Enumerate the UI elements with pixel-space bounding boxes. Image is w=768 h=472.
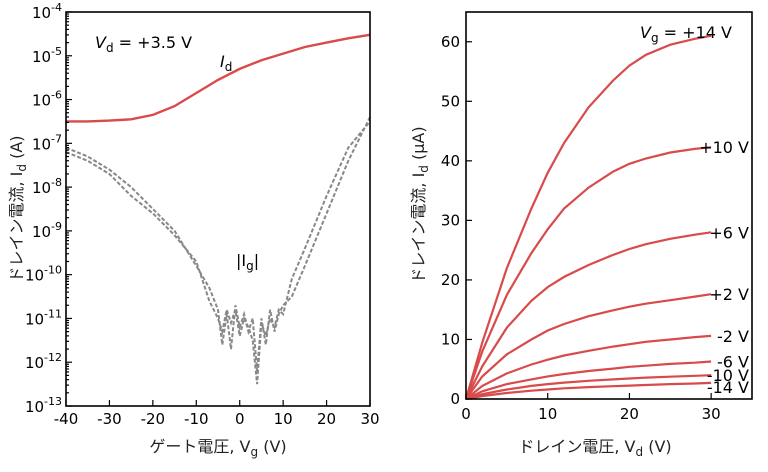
right-x-tick-label: 0 (461, 405, 471, 423)
right-chart-output-curve: 0 10 20 30 0 10 20 30 40 50 60 +10 V +6 V +2 V -2 V -6… (409, 11, 753, 459)
right-curve-label: -2 V (717, 327, 749, 346)
right-x-tick-label: 20 (620, 405, 639, 423)
left-y-tick-label: 10-9 (32, 220, 62, 241)
right-series-line-3 (465, 293, 712, 400)
left-y-tick-label: 10-11 (25, 307, 62, 328)
right-series-line-5 (465, 360, 712, 400)
right-y-axis-label: ドレイン電流, Id (μA) (409, 126, 431, 283)
left-y-tick-label: 10-7 (32, 132, 62, 153)
left-x-axis-label: ゲート電圧, Vg (V) (149, 437, 286, 459)
right-y-tick-label: 20 (441, 271, 460, 289)
right-series-line-1 (464, 146, 712, 400)
left-series-line-1 (65, 116, 371, 372)
right-series-line-2 (465, 231, 712, 400)
left-id-curve-label: Id (220, 52, 232, 74)
left-series-line-2 (65, 120, 371, 385)
right-y-tick-label: 30 (441, 211, 460, 229)
left-y-tick-label: 10-13 (25, 395, 62, 416)
right-y-tick-label: 60 (441, 33, 460, 51)
right-curve-label: +2 V (709, 285, 749, 304)
right-vg-title: Vg = +14 V (640, 23, 732, 45)
right-series-line-7 (465, 381, 712, 401)
left-plot-frame (65, 11, 371, 407)
right-series-line-6 (465, 374, 712, 401)
left-y-tick-label: 10-8 (32, 176, 62, 197)
left-ig-curve-label: |Ig| (236, 251, 259, 273)
left-x-tick-label: -20 (141, 410, 166, 428)
left-chart-transfer-curve: -40 -30 -20 -10 0 10 20 30 10-13 10-12 10-11 10-10 1… (7, 1, 380, 459)
right-x-tick-label: 30 (702, 405, 721, 423)
left-y-tick-label: 10-4 (32, 1, 62, 22)
left-x-tick-label: 30 (360, 410, 379, 428)
left-series-layer (65, 33, 371, 385)
left-y-tick-label: 10-12 (25, 351, 62, 372)
right-x-tick-label: 10 (538, 405, 557, 423)
left-y-tick-label: 10-5 (32, 45, 62, 66)
right-axis-ticks: 0 10 20 30 0 10 20 30 40 50 60 (441, 33, 721, 423)
right-curve-label: -14 V (707, 378, 749, 397)
right-curve-label: +6 V (709, 223, 749, 242)
left-y-axis-label: ドレイン電流, Id (A) (7, 135, 29, 282)
left-x-tick-label: -40 (54, 410, 79, 428)
left-y-tick-label: 10-10 (25, 264, 62, 285)
left-vd-annotation: Vd = +3.5 V (95, 33, 192, 55)
right-curve-label: -10 V (707, 366, 749, 385)
right-y-tick-label: 10 (441, 330, 460, 348)
left-series-line-0 (66, 33, 371, 123)
left-x-tick-label: 10 (274, 410, 293, 428)
right-series-layer (464, 34, 712, 401)
right-y-tick-label: 40 (441, 152, 460, 170)
left-x-tick-label: 0 (235, 410, 245, 428)
right-curve-label: -6 V (717, 352, 749, 371)
left-axis-ticks: -40 -30 -20 -10 0 10 20 30 10-13 10-12 10-11 10-10 1… (25, 1, 380, 428)
right-series-line-0 (464, 34, 712, 400)
left-x-tick-label: 20 (317, 410, 336, 428)
left-x-tick-label: -30 (97, 410, 122, 428)
right-y-tick-label: 0 (450, 390, 460, 408)
right-curve-label: +10 V (699, 138, 749, 157)
right-plot-frame (465, 11, 753, 400)
right-curve-labels: +10 V +6 V +2 V -2 V -6 V-10 V-14 V (699, 138, 749, 397)
right-series-line-4 (465, 334, 712, 400)
right-y-tick-label: 50 (441, 92, 460, 110)
right-x-axis-label: ドレイン電圧, Vd (V) (518, 437, 671, 459)
left-x-tick-label: -10 (184, 410, 209, 428)
left-y-tick-label: 10-6 (32, 89, 62, 110)
